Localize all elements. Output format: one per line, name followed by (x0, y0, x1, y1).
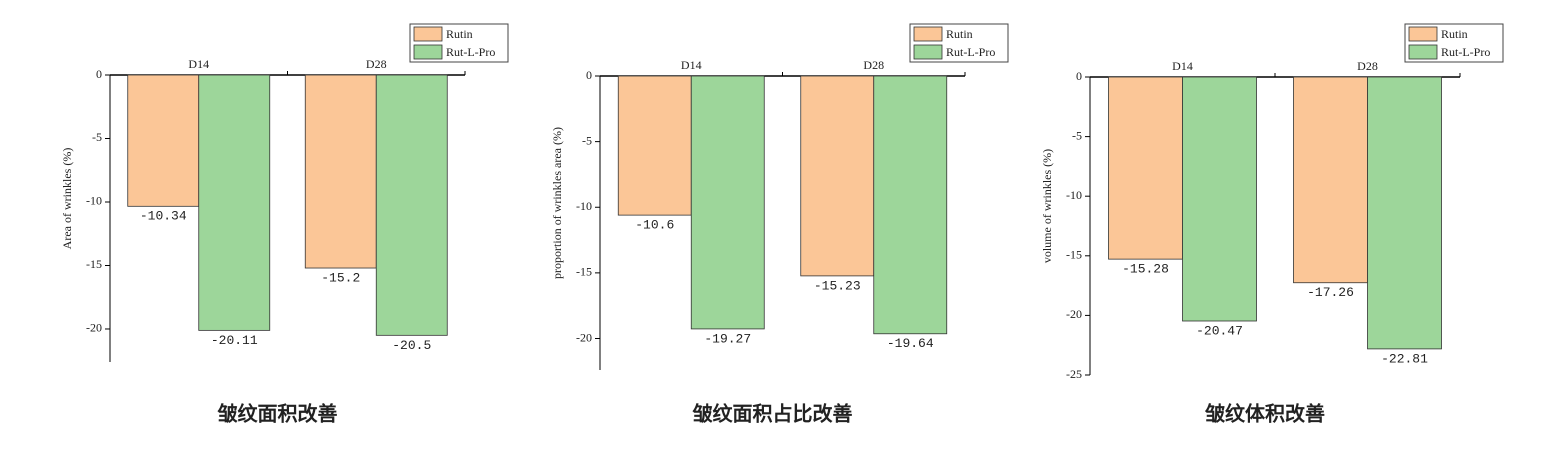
bar (873, 75, 948, 335)
legend-swatch (413, 26, 443, 42)
x-tick-label: D28 (1357, 59, 1378, 73)
legend-label: Rutin (946, 27, 973, 41)
y-axis-label: proportion of wrinkles area (%) (550, 127, 564, 279)
y-axis-label: volume of wrinkles (%) (1040, 149, 1054, 263)
bar (690, 75, 765, 330)
y-tick-label: -15 (86, 257, 102, 271)
value-label: -10.6 (635, 218, 674, 233)
bar (304, 74, 377, 269)
y-axis-label: Area of wrinkles (%) (60, 148, 74, 250)
bar (1367, 76, 1442, 350)
x-tick-label: D14 (1172, 59, 1193, 73)
legend-swatch (413, 44, 443, 60)
x-tick-label: D28 (366, 57, 387, 71)
y-tick-label: -20 (1066, 307, 1082, 321)
legend-swatch (1408, 26, 1438, 42)
value-label: -15.23 (814, 278, 861, 293)
bar (1182, 76, 1257, 322)
value-label: -19.64 (887, 336, 934, 351)
value-label: -15.2 (321, 270, 360, 285)
y-tick-label: -15 (1066, 248, 1082, 262)
legend-label: Rutin (446, 27, 473, 41)
y-tick-label: -25 (1066, 367, 1082, 381)
legend-swatch (913, 44, 943, 60)
y-tick-label: -15 (576, 265, 592, 279)
y-tick-label: -20 (86, 321, 102, 335)
bar (1108, 76, 1183, 260)
legend-label: Rut-L-Pro (1441, 45, 1490, 59)
y-tick-label: -10 (86, 194, 102, 208)
legend-label: Rut-L-Pro (446, 45, 495, 59)
legend-swatch (1408, 44, 1438, 60)
chart-title: 皱纹体积改善 (1204, 402, 1325, 426)
value-label: -20.11 (211, 333, 258, 348)
value-label: -15.28 (1122, 262, 1169, 277)
x-tick-label: D14 (188, 57, 209, 71)
bar (127, 74, 200, 207)
bar (800, 75, 875, 277)
chart-title: 皱纹面积占比改善 (692, 402, 853, 426)
y-tick-label: -5 (1072, 128, 1082, 142)
legend-swatch (913, 26, 943, 42)
value-label: -10.34 (140, 209, 187, 224)
value-label: -19.27 (704, 331, 751, 346)
bar (617, 75, 692, 216)
bar (198, 74, 271, 331)
legend-label: Rutin (1441, 27, 1468, 41)
bar (375, 74, 448, 336)
value-label: -17.26 (1307, 285, 1354, 300)
y-tick-label: -5 (582, 133, 592, 147)
y-tick-label: -5 (92, 130, 102, 144)
x-tick-label: D28 (863, 58, 884, 72)
y-tick-label: 0 (1076, 69, 1082, 83)
x-tick-label: D14 (681, 58, 702, 72)
value-label: -20.5 (392, 338, 431, 353)
y-tick-label: -10 (576, 199, 592, 213)
legend-label: Rut-L-Pro (946, 45, 995, 59)
y-tick-label: 0 (96, 67, 102, 81)
value-label: -22.81 (1381, 351, 1428, 366)
y-tick-label: -10 (1066, 188, 1082, 202)
chart-title: 皱纹面积改善 (217, 402, 338, 426)
y-tick-label: -20 (576, 330, 592, 344)
value-label: -20.47 (1196, 323, 1243, 338)
y-tick-label: 0 (586, 68, 592, 82)
bar (1293, 76, 1368, 284)
